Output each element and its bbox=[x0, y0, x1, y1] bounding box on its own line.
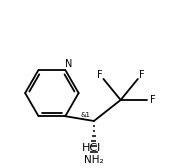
Text: F: F bbox=[97, 70, 103, 79]
Text: &1: &1 bbox=[80, 112, 90, 118]
Text: N: N bbox=[65, 59, 72, 69]
Text: F: F bbox=[139, 70, 144, 79]
Text: NH₂: NH₂ bbox=[84, 155, 104, 165]
Text: HCl: HCl bbox=[82, 143, 102, 153]
Text: F: F bbox=[150, 95, 156, 105]
